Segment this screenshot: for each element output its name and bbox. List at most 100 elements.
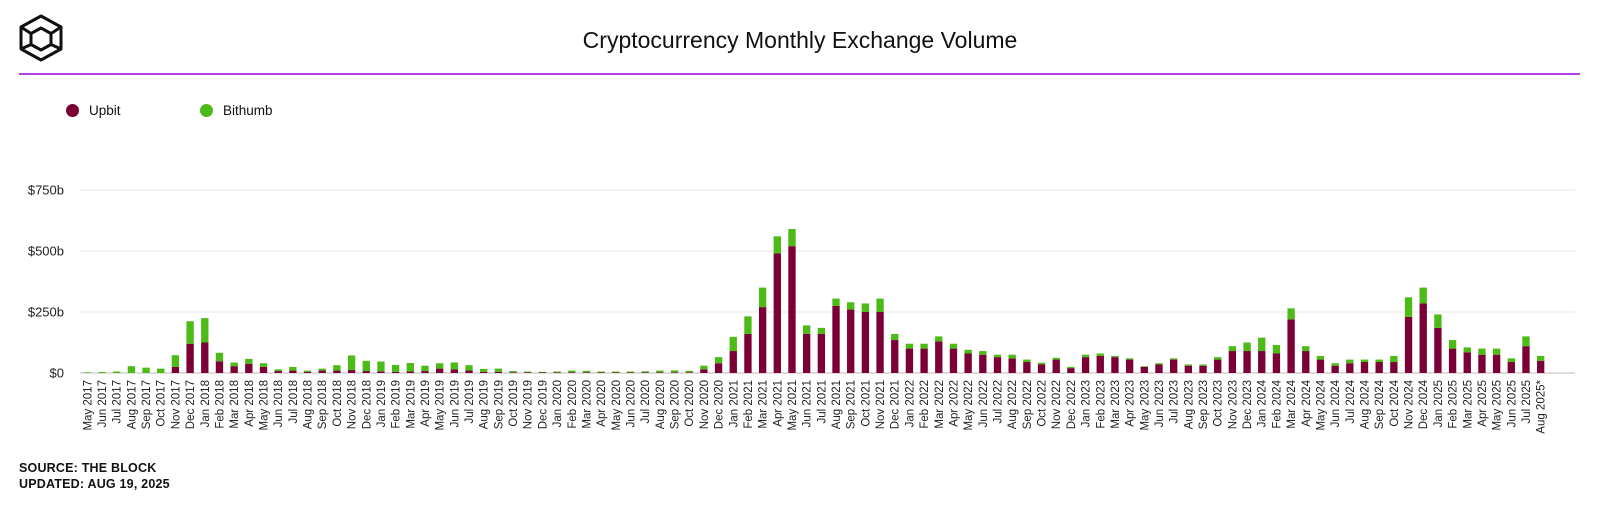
bar-upbit[interactable] [949, 348, 958, 373]
bar-bithumb[interactable] [435, 363, 444, 369]
bar-bithumb[interactable] [465, 365, 473, 371]
bar-upbit[interactable] [1023, 362, 1031, 373]
bar-bithumb[interactable] [201, 318, 209, 343]
bar-bithumb[interactable] [157, 368, 165, 373]
bar-upbit[interactable] [1258, 351, 1266, 373]
bar-upbit[interactable] [788, 246, 796, 373]
bar-bithumb[interactable] [186, 321, 194, 344]
bar-bithumb[interactable] [1008, 354, 1016, 359]
bar-upbit[interactable] [1375, 362, 1383, 373]
bar-bithumb[interactable] [1023, 359, 1031, 363]
bar-upbit[interactable] [465, 370, 473, 373]
legend-item-bithumb[interactable]: Bithumb [200, 103, 334, 118]
bar-upbit[interactable] [1522, 346, 1530, 373]
bar-bithumb[interactable] [817, 327, 826, 334]
bar-upbit[interactable] [979, 354, 987, 373]
bar-bithumb[interactable] [729, 336, 737, 352]
bar-upbit[interactable] [1052, 359, 1060, 373]
bar-bithumb[interactable] [935, 336, 943, 342]
bar-bithumb[interactable] [1125, 358, 1134, 360]
bar-upbit[interactable] [274, 371, 282, 373]
bar-upbit[interactable] [670, 372, 679, 373]
bar-upbit[interactable] [847, 309, 855, 373]
bar-upbit[interactable] [1316, 359, 1325, 373]
bar-upbit[interactable] [1243, 351, 1251, 373]
bar-bithumb[interactable] [1346, 359, 1354, 364]
bar-bithumb[interactable] [1404, 297, 1413, 317]
bar-bithumb[interactable] [905, 343, 914, 349]
bar-bithumb[interactable] [1287, 308, 1295, 320]
bar-bithumb[interactable] [1419, 287, 1427, 304]
bar-upbit[interactable] [582, 372, 591, 373]
bar-bithumb[interactable] [1037, 362, 1046, 365]
bar-upbit[interactable] [347, 370, 356, 373]
bar-upbit[interactable] [1037, 364, 1046, 373]
bar-bithumb[interactable] [861, 303, 870, 312]
bar-upbit[interactable] [744, 333, 752, 373]
bar-upbit[interactable] [1155, 364, 1163, 373]
bar-upbit[interactable] [1287, 319, 1295, 373]
bar-upbit[interactable] [421, 371, 429, 373]
bar-bithumb[interactable] [979, 351, 987, 355]
bar-bithumb[interactable] [259, 363, 268, 367]
bar-upbit[interactable] [685, 372, 693, 373]
bar-upbit[interactable] [303, 371, 312, 373]
bar-bithumb[interactable] [245, 358, 253, 364]
bar-upbit[interactable] [1096, 355, 1104, 373]
bar-bithumb[interactable] [1448, 340, 1457, 349]
bar-upbit[interactable] [435, 368, 444, 373]
bar-bithumb[interactable] [964, 349, 972, 354]
bar-bithumb[interactable] [1184, 364, 1193, 366]
bar-bithumb[interactable] [421, 365, 429, 372]
bar-bithumb[interactable] [171, 355, 180, 367]
bar-upbit[interactable] [1434, 327, 1442, 373]
bar-bithumb[interactable] [847, 302, 855, 310]
bar-bithumb[interactable] [538, 371, 547, 373]
bar-bithumb[interactable] [1302, 346, 1310, 352]
bar-bithumb[interactable] [406, 362, 414, 372]
bar-bithumb[interactable] [949, 343, 958, 349]
bar-bithumb[interactable] [700, 365, 708, 370]
bar-bithumb[interactable] [1169, 358, 1178, 360]
bar-bithumb[interactable] [83, 372, 92, 373]
bar-bithumb[interactable] [1243, 342, 1251, 352]
bar-upbit[interactable] [1331, 365, 1339, 373]
bar-bithumb[interactable] [1081, 354, 1090, 358]
bar-bithumb[interactable] [568, 370, 576, 373]
bar-upbit[interactable] [714, 363, 723, 373]
bar-upbit[interactable] [509, 372, 517, 373]
bar-bithumb[interactable] [920, 343, 928, 349]
bar-upbit[interactable] [1346, 363, 1354, 373]
bar-upbit[interactable] [494, 371, 503, 373]
bar-upbit[interactable] [1390, 362, 1398, 373]
bar-upbit[interactable] [1081, 357, 1090, 373]
bar-bithumb[interactable] [1507, 358, 1515, 363]
bar-upbit[interactable] [1272, 353, 1281, 373]
bar-upbit[interactable] [230, 366, 238, 373]
bar-bithumb[interactable] [714, 357, 723, 364]
bar-upbit[interactable] [1463, 352, 1471, 373]
bar-upbit[interactable] [758, 307, 767, 373]
bar-bithumb[interactable] [1316, 355, 1325, 360]
bar-bithumb[interactable] [891, 333, 899, 341]
bar-bithumb[interactable] [744, 316, 752, 334]
bar-upbit[interactable] [245, 363, 253, 373]
bar-bithumb[interactable] [1434, 314, 1442, 328]
bar-bithumb[interactable] [1140, 366, 1148, 367]
bar-bithumb[interactable] [832, 298, 840, 306]
bar-bithumb[interactable] [656, 370, 664, 373]
bar-upbit[interactable] [524, 372, 532, 373]
bar-upbit[interactable] [450, 369, 459, 373]
bar-upbit[interactable] [289, 370, 297, 373]
bar-bithumb[interactable] [553, 371, 561, 373]
bar-upbit[interactable] [876, 312, 884, 373]
bar-bithumb[interactable] [788, 229, 796, 247]
bar-upbit[interactable] [333, 370, 341, 373]
bar-upbit[interactable] [920, 348, 928, 373]
bar-bithumb[interactable] [1492, 348, 1501, 355]
bar-bithumb[interactable] [1478, 348, 1486, 355]
bar-upbit[interactable] [362, 371, 370, 373]
bar-bithumb[interactable] [1228, 346, 1237, 352]
bar-upbit[interactable] [1125, 359, 1134, 373]
bar-bithumb[interactable] [1375, 359, 1383, 363]
